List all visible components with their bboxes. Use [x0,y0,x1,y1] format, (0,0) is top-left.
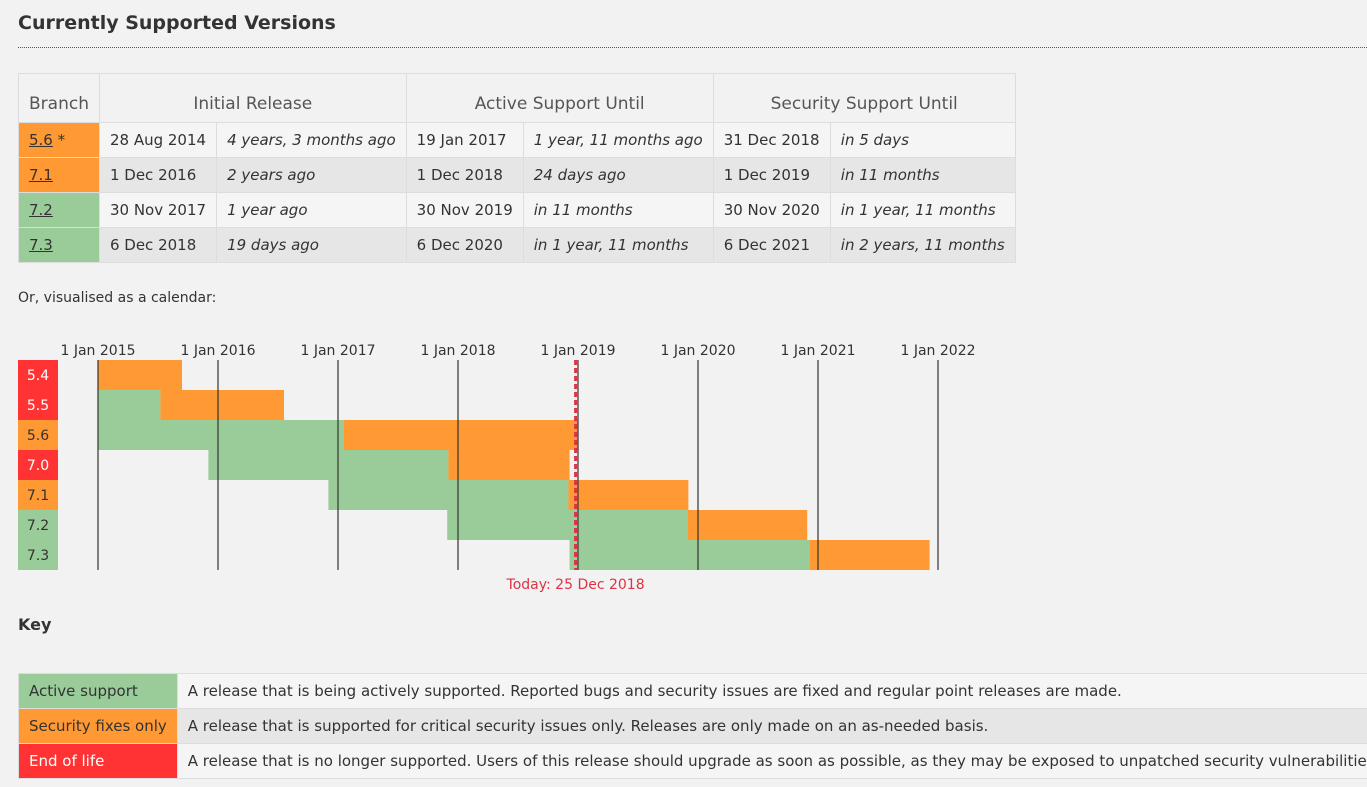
key-table: Active support A release that is being a… [18,673,1367,779]
branch-cell: 7.1 [18,157,100,193]
year-label: 1 Jan 2015 [60,343,135,359]
initial-release-date: 30 Nov 2017 [98,192,218,228]
security-support-date: 30 Nov 2020 [712,192,831,228]
branch-label: 5.4 [27,368,49,384]
active-support-bar [328,480,569,510]
branch-label-bg [18,480,58,510]
branch-label-bg [18,360,58,390]
active-support-bar [569,540,810,570]
calendar-intro: Or, visualised as a calendar: [18,290,217,306]
version-row: 5.6 * 28 Aug 2014 4 years, 3 months ago … [18,122,1016,158]
security-support-bar [98,360,182,390]
active-support-bar [98,390,161,420]
security-support-bar [160,390,284,420]
key-label: Security fixes only [18,708,178,744]
branch-label-bg [18,390,58,420]
initial-release-date: 1 Dec 2016 [98,157,218,193]
key-label: Active support [18,673,178,709]
year-label: 1 Jan 2019 [540,343,615,359]
key-description: A release that is being actively support… [176,673,1367,709]
security-support-date: 1 Dec 2019 [712,157,831,193]
version-row: 7.3 6 Dec 2018 19 days ago 6 Dec 2020 in… [18,227,1016,263]
year-label: 1 Jan 2017 [300,343,375,359]
security-support-date: 6 Dec 2021 [712,227,831,263]
active-support-date: 6 Dec 2020 [405,227,524,263]
header-active-support: Active Support Until [405,73,714,123]
branch-link[interactable]: 7.1 [29,166,53,184]
year-label: 1 Jan 2018 [420,343,495,359]
security-support-date: 31 Dec 2018 [712,122,831,158]
header-initial-release: Initial Release [98,73,407,123]
initial-release-date: 28 Aug 2014 [98,122,218,158]
security-support-relative: in 5 days [829,122,1016,158]
active-support-date: 1 Dec 2018 [405,157,524,193]
branch-label-bg [18,420,58,450]
branch-link[interactable]: 7.3 [29,236,53,254]
supported-versions-table: Branch Initial Release Active Support Un… [18,73,1016,263]
today-label: Today: 25 Dec 2018 [506,577,645,593]
title-divider [18,47,1367,48]
branch-cell: 7.2 [18,192,100,228]
active-support-date: 30 Nov 2019 [405,192,524,228]
security-support-relative: in 11 months [829,157,1016,193]
active-support-date: 19 Jan 2017 [405,122,524,158]
key-row: End of life A release that is no longer … [18,743,1367,779]
version-row: 7.2 30 Nov 2017 1 year ago 30 Nov 2019 i… [18,192,1016,228]
initial-release-relative: 1 year ago [216,192,407,228]
key-description: A release that is supported for critical… [176,708,1367,744]
initial-release-relative: 19 days ago [216,227,407,263]
year-label: 1 Jan 2021 [780,343,855,359]
active-support-relative: 1 year, 11 months ago [522,122,714,158]
branch-label: 7.1 [27,488,49,504]
branch-note: * [57,131,66,149]
security-support-bar [448,450,570,480]
branch-link[interactable]: 7.2 [29,201,53,219]
active-support-relative: in 11 months [522,192,714,228]
branch-link[interactable]: 5.6 [29,131,53,149]
initial-release-date: 6 Dec 2018 [98,227,218,263]
active-support-relative: in 1 year, 11 months [522,227,714,263]
security-support-relative: in 2 years, 11 months [829,227,1016,263]
version-row: 7.1 1 Dec 2016 2 years ago 1 Dec 2018 24… [18,157,1016,193]
active-support-relative: 24 days ago [522,157,714,193]
active-support-bar [447,510,688,540]
branch-cell: 5.6 * [18,122,100,158]
page-title: Currently Supported Versions [18,12,336,34]
key-label: End of life [18,743,178,779]
year-label: 1 Jan 2016 [180,343,255,359]
branch-label-bg [18,450,58,480]
active-support-bar [208,450,449,480]
key-description: A release that is no longer supported. U… [176,743,1367,779]
active-support-bar [98,420,344,450]
branch-label: 7.2 [27,518,49,534]
support-calendar: 5.4 5.5 5.6 7.0 7.1 7.2 7.3 1 Jan 2015 1 Jan 201… [18,343,976,593]
year-label: 1 Jan 2020 [660,343,735,359]
branch-label: 5.6 [27,428,49,444]
initial-release-relative: 4 years, 3 months ago [216,122,407,158]
branch-label-bg [18,510,58,540]
key-title: Key [18,615,52,634]
security-support-bar [809,540,930,570]
security-support-bar [344,420,578,450]
key-row: Active support A release that is being a… [18,673,1367,709]
branch-label: 5.5 [27,398,49,414]
security-support-relative: in 1 year, 11 months [829,192,1016,228]
initial-release-relative: 2 years ago [216,157,407,193]
header-security-support: Security Support Until [712,73,1016,123]
branch-label: 7.0 [27,458,49,474]
key-row: Security fixes only A release that is su… [18,708,1367,744]
security-support-bar [568,480,689,510]
branch-label: 7.3 [27,548,49,564]
branch-label-bg [18,540,58,570]
branch-cell: 7.3 [18,227,100,263]
year-label: 1 Jan 2022 [900,343,975,359]
security-support-bar [687,510,808,540]
header-branch: Branch [18,73,100,123]
